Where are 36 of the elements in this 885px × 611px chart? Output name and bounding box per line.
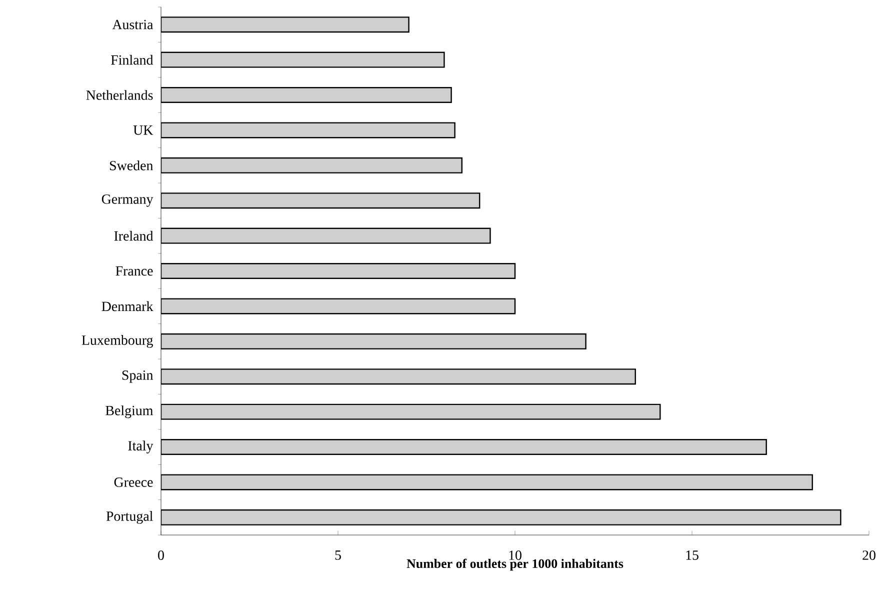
bar (161, 157, 463, 174)
bar (161, 122, 456, 138)
x-axis-title: Number of outlets per 1000 inhabitants (406, 558, 624, 571)
y-tick-label: Spain (122, 370, 154, 383)
y-tick-label: Greece (114, 478, 153, 487)
bar (161, 474, 813, 490)
bar (161, 16, 410, 33)
y-tick-label: Austria (112, 20, 154, 30)
bar (161, 87, 452, 103)
y-tick-label: Italy (128, 440, 154, 454)
y-tick-label: Belgium (106, 405, 154, 418)
x-tick-label: 5 (335, 550, 341, 560)
y-tick-label: Portugal (106, 511, 153, 524)
bar (161, 298, 516, 314)
x-tick-label: 15 (686, 550, 698, 560)
x-tick-label: 10 (509, 550, 522, 560)
x-tick-label: 0 (158, 550, 164, 560)
y-tick-label: France (116, 266, 153, 276)
bar (161, 333, 586, 350)
y-tick-label: Netherlands (86, 90, 153, 100)
y-tick-label: Denmark (102, 301, 154, 312)
bar (161, 368, 636, 385)
bar (161, 439, 767, 455)
y-tick-label: UK (133, 126, 154, 135)
bar (161, 263, 516, 279)
bar (161, 52, 445, 68)
y-tick-label: Ireland (114, 230, 154, 241)
x-tick-label: 20 (862, 550, 876, 560)
bar (161, 404, 661, 420)
bar (161, 509, 842, 526)
y-tick-label: Germany (102, 194, 154, 207)
y-tick-label: Finland (111, 54, 154, 65)
y-tick-label: Sweden (110, 160, 154, 170)
bar (161, 228, 491, 244)
y-tick-label: Luxembourg (82, 335, 153, 348)
bar (161, 192, 480, 209)
